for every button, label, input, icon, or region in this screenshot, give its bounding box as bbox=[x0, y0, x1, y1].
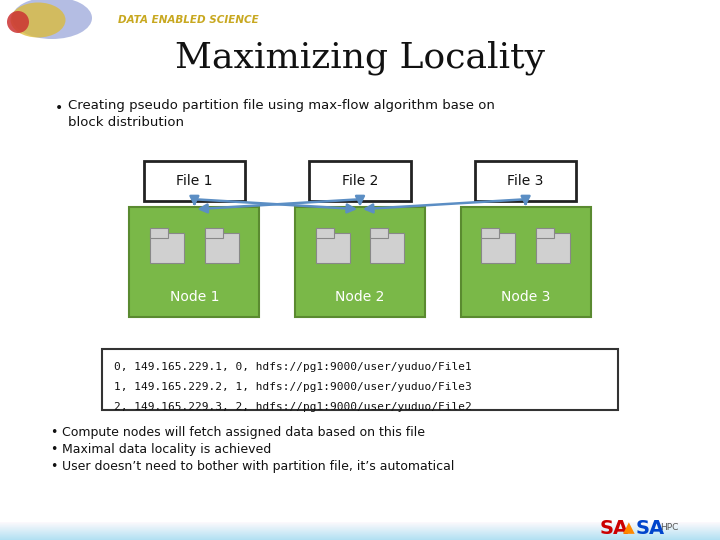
Bar bbox=[0, 525, 720, 526]
Text: Maximizing Locality: Maximizing Locality bbox=[175, 40, 545, 75]
Text: SA: SA bbox=[636, 518, 665, 537]
Bar bbox=[0, 530, 720, 531]
Bar bbox=[0, 534, 720, 535]
Text: HPC: HPC bbox=[660, 523, 678, 532]
FancyBboxPatch shape bbox=[481, 228, 499, 238]
Text: ▲: ▲ bbox=[623, 521, 635, 536]
Text: Node 1: Node 1 bbox=[170, 289, 219, 303]
FancyBboxPatch shape bbox=[481, 233, 516, 263]
Text: User doesn’t need to bother with partition file, it’s automatical: User doesn’t need to bother with partiti… bbox=[62, 460, 454, 473]
Text: File 2: File 2 bbox=[342, 174, 378, 188]
Text: Compute nodes will fetch assigned data based on this file: Compute nodes will fetch assigned data b… bbox=[62, 426, 425, 439]
FancyBboxPatch shape bbox=[144, 160, 245, 201]
FancyBboxPatch shape bbox=[102, 349, 618, 410]
FancyBboxPatch shape bbox=[475, 160, 576, 201]
Text: SA: SA bbox=[600, 518, 629, 537]
Text: Node 2: Node 2 bbox=[336, 289, 384, 303]
Text: •: • bbox=[50, 443, 58, 456]
Bar bbox=[0, 529, 720, 530]
Bar bbox=[0, 537, 720, 538]
FancyBboxPatch shape bbox=[130, 207, 259, 316]
FancyBboxPatch shape bbox=[315, 228, 333, 238]
Bar bbox=[0, 538, 720, 539]
FancyBboxPatch shape bbox=[370, 233, 405, 263]
Bar bbox=[0, 531, 720, 532]
FancyBboxPatch shape bbox=[536, 228, 554, 238]
Bar bbox=[0, 526, 720, 527]
FancyBboxPatch shape bbox=[204, 233, 239, 263]
Bar bbox=[0, 523, 720, 524]
FancyBboxPatch shape bbox=[315, 233, 350, 263]
Text: 2, 149.165.229.3, 2, hdfs://pg1:9000/user/yuduo/File2: 2, 149.165.229.3, 2, hdfs://pg1:9000/use… bbox=[114, 402, 472, 412]
Text: File 1: File 1 bbox=[176, 174, 212, 188]
Bar bbox=[0, 522, 720, 523]
FancyBboxPatch shape bbox=[204, 228, 222, 238]
Bar bbox=[0, 527, 720, 528]
Text: Maximal data locality is achieved: Maximal data locality is achieved bbox=[62, 443, 271, 456]
FancyBboxPatch shape bbox=[150, 233, 184, 263]
Text: •: • bbox=[50, 426, 58, 439]
Ellipse shape bbox=[12, 0, 92, 39]
Text: •: • bbox=[50, 460, 58, 473]
Text: Node 3: Node 3 bbox=[501, 289, 550, 303]
Text: 0, 149.165.229.1, 0, hdfs://pg1:9000/user/yuduo/File1: 0, 149.165.229.1, 0, hdfs://pg1:9000/use… bbox=[114, 362, 472, 372]
Bar bbox=[0, 533, 720, 534]
Bar bbox=[0, 532, 720, 533]
FancyBboxPatch shape bbox=[295, 207, 425, 316]
Bar bbox=[0, 536, 720, 537]
FancyBboxPatch shape bbox=[536, 233, 570, 263]
Text: Creating pseudo partition file using max-flow algorithm base on: Creating pseudo partition file using max… bbox=[68, 99, 495, 112]
FancyBboxPatch shape bbox=[310, 160, 410, 201]
Text: block distribution: block distribution bbox=[68, 116, 184, 129]
Text: File 3: File 3 bbox=[508, 174, 544, 188]
Text: DATA ENABLED SCIENCE: DATA ENABLED SCIENCE bbox=[118, 15, 258, 25]
FancyBboxPatch shape bbox=[370, 228, 388, 238]
FancyBboxPatch shape bbox=[150, 228, 168, 238]
Ellipse shape bbox=[7, 11, 29, 33]
Bar bbox=[0, 539, 720, 540]
FancyBboxPatch shape bbox=[461, 207, 590, 316]
Bar bbox=[0, 535, 720, 536]
Bar bbox=[0, 524, 720, 525]
Ellipse shape bbox=[11, 3, 66, 37]
Bar bbox=[0, 528, 720, 529]
Text: •: • bbox=[55, 101, 63, 115]
Text: 1, 149.165.229.2, 1, hdfs://pg1:9000/user/yuduo/File3: 1, 149.165.229.2, 1, hdfs://pg1:9000/use… bbox=[114, 382, 472, 392]
